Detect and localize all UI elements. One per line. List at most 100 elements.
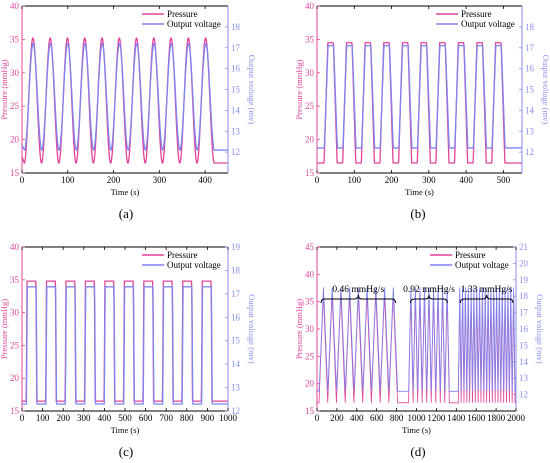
x-tick-label: 600	[370, 413, 384, 423]
y-right-tick-label: 13	[231, 126, 241, 136]
x-tick-label: 100	[36, 413, 50, 423]
segment-rate-label: 0.92 mmHg/s	[403, 285, 455, 295]
y-right-tick-label: 17	[231, 43, 241, 53]
y-left-tick-label: 35	[10, 275, 20, 285]
y-left-tick-label: 40	[10, 1, 20, 11]
y-right-tick-label: 15	[231, 85, 241, 95]
panel-2: 0 100 200 300 400 500 600 700 800 900 1000 15 20 25 30…	[0, 242, 257, 459]
x-tick-label: 800	[390, 413, 404, 423]
panel-caption: (c)	[119, 444, 133, 459]
x-tick-label: 200	[330, 413, 344, 423]
x-tick-label: 1200	[427, 413, 446, 423]
x-tick-label: 800	[180, 413, 194, 423]
y-right-tick-label: 19	[231, 242, 241, 252]
y-left-tick-label: 35	[10, 34, 20, 44]
segment-rate-label: 0.46 mmHg/s	[332, 285, 384, 295]
y-right-tick-label: 13	[519, 373, 529, 383]
x-axis-label: Time (s)	[111, 425, 140, 435]
series-output-voltage	[22, 42, 228, 151]
x-tick-label: 1000	[408, 413, 427, 423]
y-left-tick-label: 40	[305, 269, 315, 279]
x-tick-label: 0	[315, 413, 320, 423]
x-tick-label: 200	[385, 175, 399, 185]
y-left-tick-label: 20	[10, 135, 20, 145]
legend-label: Output voltage	[455, 260, 509, 270]
x-tick-label: 600	[139, 413, 153, 423]
x-tick-label: 400	[350, 413, 364, 423]
x-tick-label: 700	[159, 413, 173, 423]
y-left-tick-label: 15	[10, 168, 20, 178]
segment-brace	[459, 294, 514, 304]
segment-rate-label: 1.33 mmHg/s	[461, 285, 513, 295]
y-right-tick-label: 16	[519, 324, 529, 334]
y-right-tick-label: 18	[231, 22, 241, 32]
y-right-axis-label: Output voltage (mv)	[541, 55, 550, 125]
y-left-axis-label: Pressure (mmHg)	[0, 299, 9, 359]
x-tick-label: 2000	[507, 413, 526, 423]
y-right-tick-label: 14	[525, 105, 535, 115]
legend-label: Pressure	[167, 250, 198, 260]
y-right-tick-label: 17	[525, 43, 535, 53]
x-tick-label: 0	[315, 175, 320, 185]
y-right-tick-label: 12	[525, 147, 534, 157]
y-right-tick-label: 14	[231, 359, 241, 369]
y-right-tick-label: 16	[231, 312, 241, 322]
panel-0: 0 100 200 300 400 15 20 25 30 35 40 12 13 14 15 16 17 18 T…	[0, 1, 257, 221]
segment-brace	[410, 294, 448, 304]
x-tick-label: 1400	[447, 413, 466, 423]
series-output-voltage	[317, 45, 522, 149]
y-right-tick-label: 16	[231, 64, 241, 74]
series-output-voltage	[22, 286, 228, 405]
x-tick-label: 1600	[467, 413, 486, 423]
segment-brace	[320, 294, 397, 304]
x-tick-label: 1800	[487, 413, 506, 423]
y-left-tick-label: 25	[10, 101, 20, 111]
y-left-tick-label: 20	[305, 379, 315, 389]
y-right-axis-label: Output voltage (mv)	[247, 55, 257, 125]
series-output-voltage	[317, 287, 516, 392]
y-right-tick-label: 15	[231, 336, 241, 346]
y-left-axis-label: Pressure (mmHg)	[294, 59, 304, 119]
x-axis-label: Time (s)	[405, 187, 434, 197]
x-tick-label: 0	[20, 175, 25, 185]
y-left-tick-label: 15	[10, 406, 20, 416]
panel-caption: (a)	[119, 206, 133, 221]
y-left-axis-label: Pressure (mmHg)	[294, 299, 304, 359]
x-tick-label: 400	[98, 413, 112, 423]
y-right-axis-label: Output voltage (mv)	[247, 294, 257, 364]
legend-label: Pressure	[461, 9, 492, 19]
y-right-tick-label: 13	[525, 126, 535, 136]
x-tick-label: 0	[20, 413, 25, 423]
panel-caption: (d)	[410, 444, 425, 459]
x-tick-label: 200	[107, 175, 121, 185]
x-tick-label: 300	[153, 175, 167, 185]
y-left-tick-label: 15	[305, 406, 315, 416]
y-right-tick-label: 18	[519, 291, 529, 301]
y-right-tick-label: 15	[525, 85, 535, 95]
y-left-tick-label: 15	[305, 168, 315, 178]
y-left-tick-label: 20	[10, 373, 20, 383]
y-left-tick-label: 40	[10, 242, 20, 252]
y-right-tick-label: 15	[519, 340, 529, 350]
x-tick-label: 200	[56, 413, 70, 423]
y-right-tick-label: 12	[519, 390, 528, 400]
x-tick-label: 300	[422, 175, 436, 185]
x-tick-label: 400	[459, 175, 473, 185]
legend-label: Pressure	[167, 9, 198, 19]
y-right-tick-label: 18	[525, 22, 535, 32]
y-right-tick-label: 20	[519, 258, 529, 268]
x-tick-label: 100	[348, 175, 362, 185]
y-left-tick-label: 25	[10, 340, 20, 350]
y-right-tick-label: 12	[231, 406, 240, 416]
y-right-axis-label: Output voltage (mv)	[535, 294, 545, 364]
legend-label: Output voltage	[167, 19, 221, 29]
panel-3: 0 200 400 600 800 1000 1200 1400 1600 1800 2000 15 2…	[294, 242, 545, 459]
x-tick-label: 100	[61, 175, 75, 185]
y-left-tick-label: 30	[305, 324, 315, 334]
legend-label: Output voltage	[461, 19, 515, 29]
y-right-tick-label: 13	[231, 383, 241, 393]
x-tick-label: 300	[77, 413, 91, 423]
panel-1: 0 100 200 300 400 500 15 20 25 30 35 40 12 13 14 15 16 17…	[294, 1, 550, 221]
y-right-tick-label: 12	[231, 147, 240, 157]
y-right-tick-label: 14	[231, 105, 241, 115]
